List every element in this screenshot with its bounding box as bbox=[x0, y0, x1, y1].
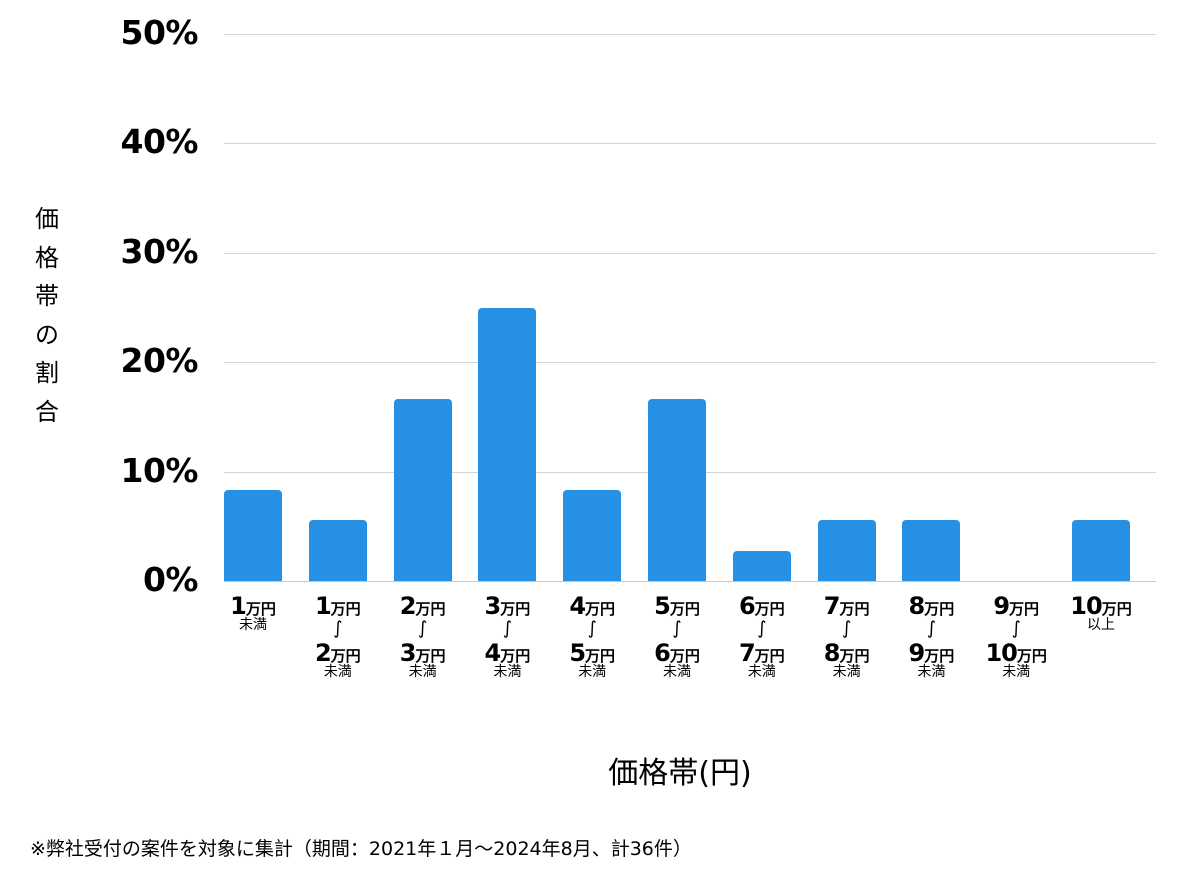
bar bbox=[732, 550, 791, 581]
range-tilde-icon: ∫ bbox=[1011, 618, 1021, 639]
x-category-label: 5万円 ∫ 6万円 未満 bbox=[634, 594, 720, 683]
gridline bbox=[224, 34, 1156, 35]
footnote: ※弊社受付の案件を対象に集計（期間：2021年１月〜2024年8月、計36件） bbox=[30, 838, 692, 860]
x-category-label: 9万円 ∫ 10万円 未満 bbox=[973, 594, 1059, 683]
range-tilde-icon: ∫ bbox=[333, 618, 343, 639]
x-category-label: 6万円 ∫ 7万円 未満 bbox=[719, 594, 805, 683]
x-axis-baseline bbox=[224, 581, 1156, 582]
bar bbox=[563, 489, 622, 581]
y-axis-title-char: の bbox=[35, 320, 59, 349]
gridline bbox=[224, 253, 1156, 254]
range-tilde-icon: ∫ bbox=[417, 618, 428, 639]
x-category-label: 4万円 ∫ 5万円 未満 bbox=[549, 594, 635, 683]
bar bbox=[393, 398, 452, 581]
bar bbox=[648, 398, 706, 581]
range-tilde-icon: ∫ bbox=[841, 618, 852, 639]
bar bbox=[1072, 520, 1130, 581]
range-tilde-icon: ∫ bbox=[926, 618, 937, 639]
y-tick-label: 30% bbox=[120, 231, 199, 271]
x-category-label: 10万円 以上 bbox=[1070, 592, 1132, 633]
y-tick-label: 10% bbox=[120, 450, 199, 490]
x-category-label: 8万円 ∫ 9万円 未満 bbox=[888, 594, 974, 683]
y-tick-label: 20% bbox=[120, 341, 199, 381]
y-tick-label: 0% bbox=[142, 560, 199, 599]
y-axis-title: 価 格 帯 の 割 合 bbox=[30, 200, 64, 431]
range-tilde-icon: ∫ bbox=[672, 618, 682, 639]
bar bbox=[478, 307, 537, 581]
y-axis-title-char: 合 bbox=[35, 397, 59, 426]
x-category-label: 1万円 ∫ 2万円 未満 bbox=[295, 594, 381, 683]
x-category-label: 3万円 ∫ 4万円 未満 bbox=[464, 594, 550, 683]
x-category-label: 7万円 ∫ 8万円 未満 bbox=[804, 594, 890, 683]
x-axis-title: 価格帯(円) bbox=[608, 756, 752, 791]
y-tick-label: 50% bbox=[120, 13, 199, 52]
range-tilde-icon: ∫ bbox=[757, 618, 767, 639]
bar bbox=[817, 520, 876, 581]
range-tilde-icon: ∫ bbox=[502, 618, 513, 639]
bar bbox=[308, 520, 367, 581]
y-axis-title-char: 割 bbox=[35, 359, 59, 387]
y-tick-label: 40% bbox=[120, 122, 199, 162]
gridline bbox=[224, 143, 1156, 144]
bar bbox=[224, 489, 282, 581]
range-tilde-icon: ∫ bbox=[587, 618, 597, 639]
gridline bbox=[224, 362, 1156, 363]
y-axis-title-char: 帯 bbox=[35, 282, 59, 310]
y-axis-title-char: 格 bbox=[35, 243, 59, 272]
x-category-label: 1万円 未満 bbox=[230, 592, 276, 633]
x-category-label: 2万円 ∫ 3万円 未満 bbox=[380, 594, 466, 683]
y-axis-title-char: 価 bbox=[35, 205, 59, 233]
bar bbox=[902, 520, 961, 581]
